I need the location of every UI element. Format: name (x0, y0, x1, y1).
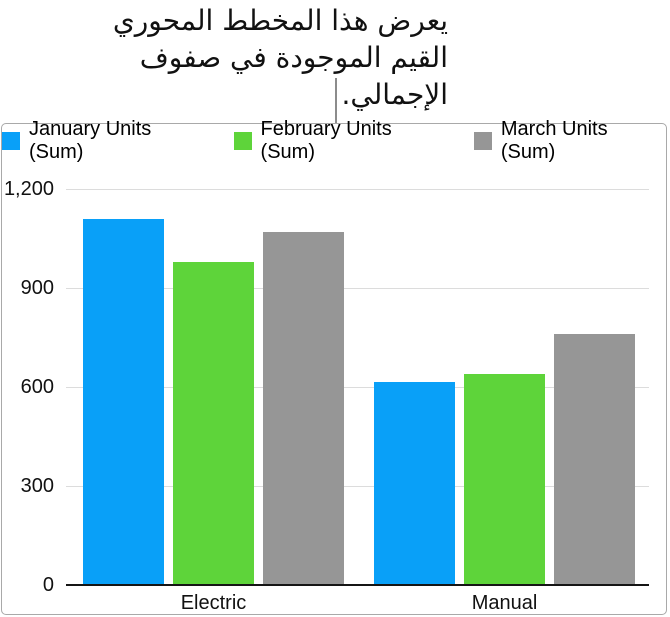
x-axis-line (66, 584, 649, 586)
bar-manual-march (554, 334, 635, 585)
gridline-1200 (66, 188, 649, 190)
y-axis-label-300: 300 (20, 475, 54, 497)
callout-connector-line (335, 78, 337, 124)
bar-manual-january (374, 382, 455, 585)
legend-swatch-icon (233, 132, 252, 150)
gridline-600 (66, 386, 649, 388)
y-axis-label-1200: 1,200 (3, 178, 54, 200)
y-axis-label-600: 600 (20, 376, 54, 398)
legend-label: January Units (Sum) (29, 118, 152, 163)
legend-item-3: March Units (Sum) (473, 118, 666, 164)
legend-item-2: February Units (Sum) (233, 118, 450, 164)
bar-electric-january (83, 218, 164, 585)
bar-electric-march (263, 231, 344, 585)
plot-area: 0 300 600 900 1,200 Electric Manual (2, 124, 666, 614)
y-axis-label-0: 0 (42, 574, 54, 596)
bar-manual-february (464, 373, 545, 585)
callout-text: يعرض هذا المخطط المحوري القيم الموجودة ف… (113, 2, 448, 113)
legend-label: February Units (Sum) (260, 118, 392, 163)
x-axis-label-manual: Manual (471, 592, 538, 614)
bar-electric-february (173, 261, 254, 585)
y-axis-label-900: 900 (20, 277, 54, 299)
x-axis-label-electric: Electric (180, 592, 247, 614)
legend-swatch-icon (473, 132, 492, 150)
legend-label: March Units (Sum) (500, 118, 608, 163)
callout-text-line-2: القيم الموجودة في صفوف (139, 41, 448, 74)
pivot-chart: January Units (Sum) February Units (Sum) M… (1, 118, 667, 615)
legend-swatch-icon (2, 132, 20, 150)
gridline-300 (66, 485, 649, 487)
gridline-900 (66, 287, 649, 289)
callout-text-line-1: يعرض هذا المخطط المحوري (112, 4, 448, 37)
legend-item-1: January Units (Sum) (2, 118, 210, 164)
chart-legend: January Units (Sum) February Units (Sum) M… (2, 118, 666, 163)
callout-text-line-3: الإجمالي. (341, 78, 448, 111)
